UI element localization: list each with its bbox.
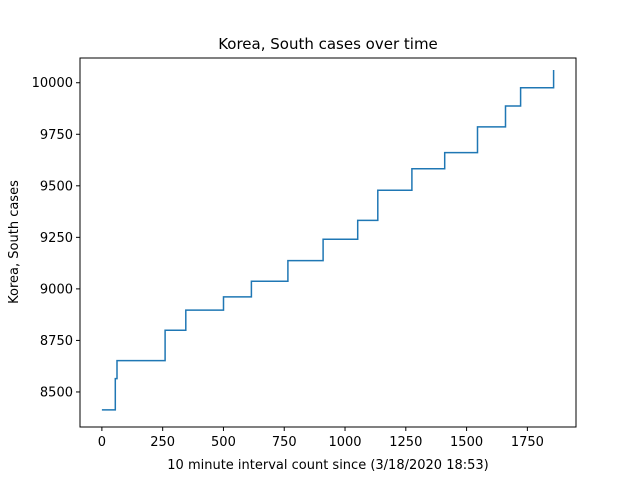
x-axis-label: 10 minute interval count since (3/18/202… [167,458,488,473]
y-tick-label: 9500 [40,179,73,194]
x-tick-label: 1750 [511,435,544,450]
y-tick-label: 8750 [40,334,73,349]
y-tick-label: 9000 [40,282,73,297]
y-tick-label: 9750 [40,128,73,143]
x-tick-label: 500 [211,435,236,450]
chart-title: Korea, South cases over time [218,35,438,53]
x-tick-label: 1250 [389,435,422,450]
y-tick-label: 9250 [40,231,73,246]
series-line [101,70,555,411]
plot-area [101,70,555,411]
x-tick-label: 750 [272,435,297,450]
y-tick-label: 8500 [40,385,73,400]
x-tick-label: 250 [150,435,175,450]
y-axis-label: Korea, South cases [7,180,22,304]
y-tick-label: 10000 [32,76,73,91]
plot-frame [79,57,577,428]
x-tick-label: 0 [98,435,106,450]
x-tick-label: 1500 [450,435,483,450]
x-axis-ticks: 0 250 500 750 1000 1250 1500 1750 [98,427,544,450]
x-tick-label: 1000 [328,435,361,450]
y-axis-ticks: 8500 8750 9000 9250 9500 9750 10000 [32,76,80,400]
